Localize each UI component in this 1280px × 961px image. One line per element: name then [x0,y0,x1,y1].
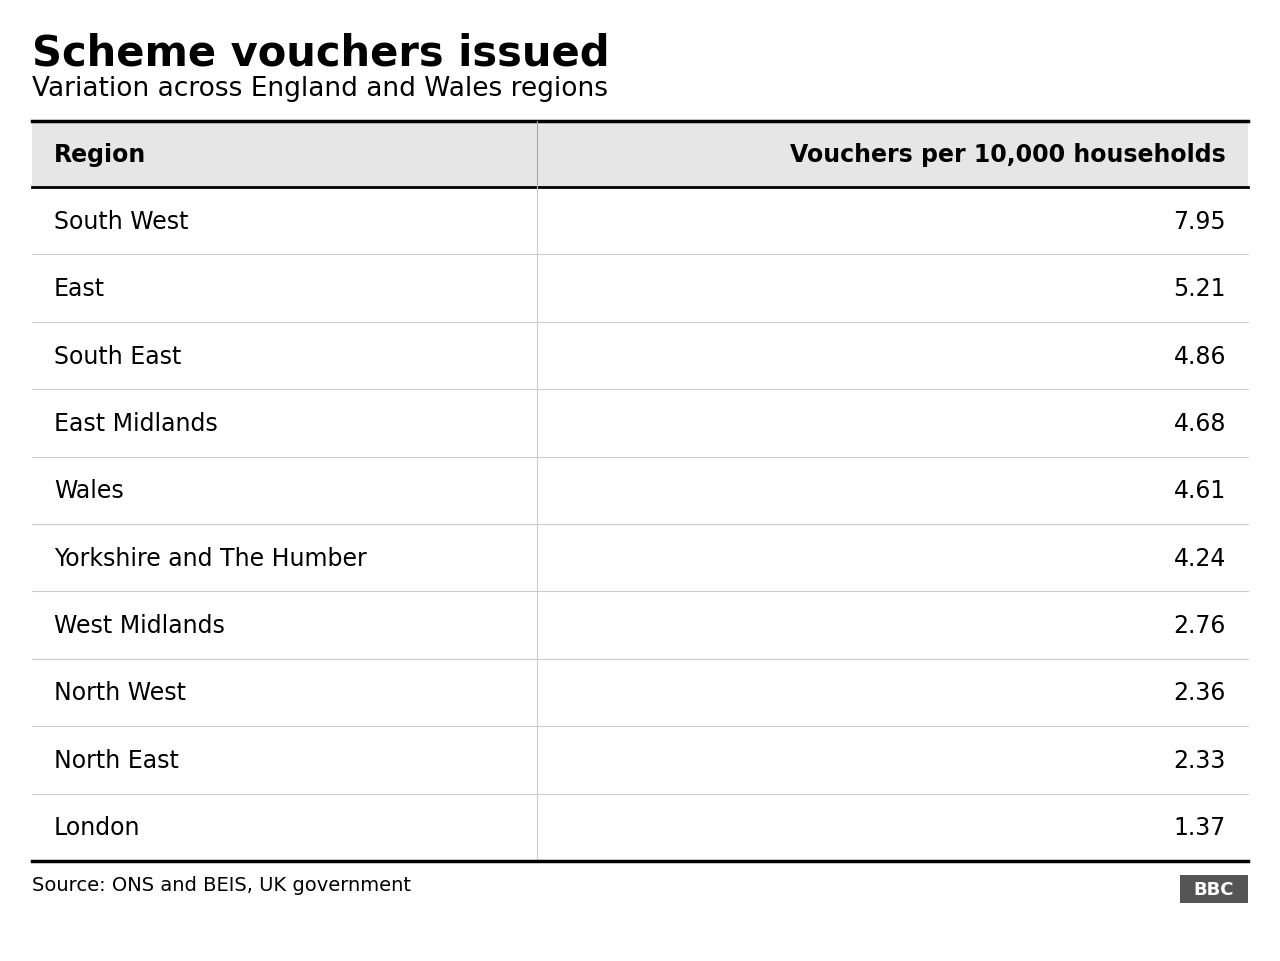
Text: 4.24: 4.24 [1174,546,1226,570]
Text: Source: ONS and BEIS, UK government: Source: ONS and BEIS, UK government [32,875,411,894]
Text: 1.37: 1.37 [1174,816,1226,839]
Text: Variation across England and Wales regions: Variation across England and Wales regio… [32,76,608,102]
Text: 4.68: 4.68 [1174,411,1226,435]
Text: Vouchers per 10,000 households: Vouchers per 10,000 households [790,143,1226,167]
Text: North East: North East [54,748,179,772]
Text: West Midlands: West Midlands [54,613,225,637]
Text: BBC: BBC [1194,880,1234,899]
Text: Yorkshire and The Humber: Yorkshire and The Humber [54,546,367,570]
Text: Region: Region [54,143,146,167]
Text: North West: North West [54,680,186,704]
Text: East: East [54,277,105,301]
Text: South East: South East [54,344,182,368]
Text: 2.36: 2.36 [1174,680,1226,704]
Text: East Midlands: East Midlands [54,411,218,435]
Text: 2.76: 2.76 [1174,613,1226,637]
Text: 7.95: 7.95 [1174,209,1226,234]
Text: Wales: Wales [54,479,124,503]
FancyBboxPatch shape [1180,875,1248,903]
Text: 4.86: 4.86 [1174,344,1226,368]
Text: London: London [54,816,141,839]
Text: 4.61: 4.61 [1174,479,1226,503]
Text: Scheme vouchers issued: Scheme vouchers issued [32,32,609,74]
Text: South West: South West [54,209,188,234]
Text: 5.21: 5.21 [1174,277,1226,301]
Text: 2.33: 2.33 [1174,748,1226,772]
FancyBboxPatch shape [32,122,1248,187]
